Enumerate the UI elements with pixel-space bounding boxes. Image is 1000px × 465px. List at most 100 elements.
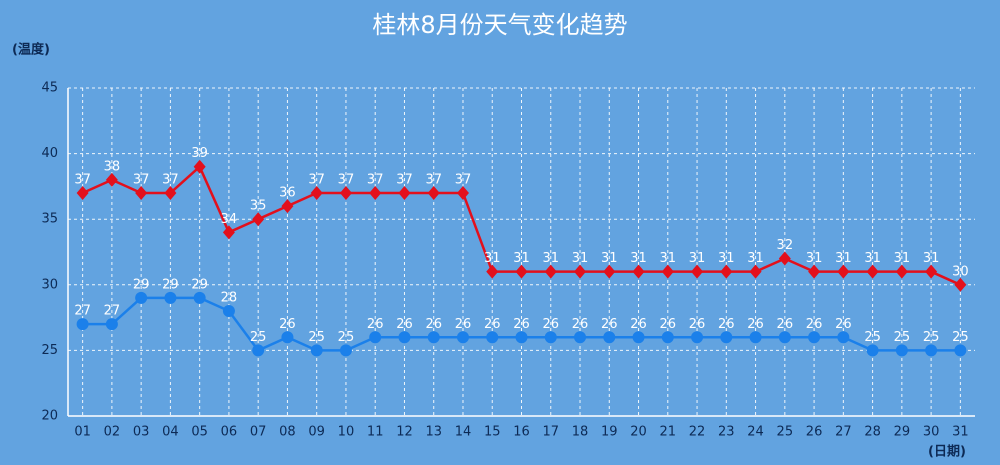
- marker: [339, 185, 352, 200]
- marker: [691, 331, 704, 344]
- data-label: 26: [279, 317, 296, 332]
- data-label: 26: [484, 317, 501, 332]
- x-tick-label: 21: [660, 425, 677, 440]
- data-label: 25: [308, 330, 325, 345]
- data-label: 37: [133, 172, 150, 187]
- data-label: 26: [660, 317, 677, 332]
- data-label: 35: [250, 199, 267, 214]
- marker: [544, 331, 557, 344]
- data-label: 31: [806, 251, 823, 266]
- marker: [281, 331, 294, 344]
- marker: [603, 264, 616, 279]
- marker: [105, 318, 118, 331]
- data-label: 26: [425, 317, 442, 332]
- marker: [661, 264, 674, 279]
- marker: [398, 185, 411, 200]
- x-tick-label: 01: [74, 425, 91, 440]
- marker: [164, 291, 177, 304]
- marker: [808, 331, 821, 344]
- data-label: 31: [660, 251, 677, 266]
- data-label: 25: [952, 330, 969, 345]
- data-label: 26: [777, 317, 794, 332]
- marker: [369, 331, 382, 344]
- data-label: 31: [864, 251, 881, 266]
- marker: [76, 318, 89, 331]
- data-label: 27: [74, 304, 91, 319]
- data-label: 31: [484, 251, 501, 266]
- marker: [515, 264, 528, 279]
- x-tick-label: 08: [279, 425, 296, 440]
- marker: [193, 159, 206, 174]
- marker: [427, 185, 440, 200]
- data-label: 31: [923, 251, 940, 266]
- marker: [486, 331, 499, 344]
- x-tick-label: 31: [952, 425, 969, 440]
- marker: [866, 344, 879, 357]
- x-axis-label: (日期): [928, 445, 966, 460]
- data-label: 31: [747, 251, 764, 266]
- data-label: 37: [455, 172, 472, 187]
- marker: [339, 344, 352, 357]
- marker: [895, 344, 908, 357]
- marker: [925, 264, 938, 279]
- y-tick-label: 35: [41, 212, 58, 227]
- y-tick-label: 25: [41, 343, 58, 358]
- data-label: 37: [74, 172, 91, 187]
- marker: [574, 331, 587, 344]
- marker: [398, 331, 411, 344]
- data-label: 32: [777, 238, 794, 253]
- x-tick-label: 16: [513, 425, 530, 440]
- x-tick-label: 22: [689, 425, 706, 440]
- x-tick-label: 24: [747, 425, 764, 440]
- data-label: 39: [191, 146, 208, 161]
- marker: [749, 264, 762, 279]
- marker: [603, 331, 616, 344]
- data-label: 30: [952, 264, 969, 279]
- data-label: 26: [455, 317, 472, 332]
- y-tick-label: 20: [41, 409, 58, 424]
- marker: [778, 251, 791, 266]
- data-label: 34: [221, 212, 238, 227]
- data-label: 37: [425, 172, 442, 187]
- x-tick-label: 12: [396, 425, 413, 440]
- marker: [456, 185, 469, 200]
- data-label: 31: [894, 251, 911, 266]
- x-tick-label: 06: [221, 425, 238, 440]
- data-label: 28: [221, 291, 238, 306]
- data-label: 31: [630, 251, 647, 266]
- data-label: 37: [308, 172, 325, 187]
- data-label: 27: [104, 304, 121, 319]
- marker: [193, 291, 206, 304]
- data-label: 37: [396, 172, 413, 187]
- marker: [895, 264, 908, 279]
- x-tick-label: 17: [542, 425, 559, 440]
- marker: [135, 185, 148, 200]
- marker: [515, 331, 528, 344]
- data-label: 29: [133, 277, 150, 292]
- data-label: 25: [864, 330, 881, 345]
- data-label: 31: [689, 251, 706, 266]
- data-label: 25: [923, 330, 940, 345]
- data-label: 37: [367, 172, 384, 187]
- x-tick-label: 13: [425, 425, 442, 440]
- x-tick-label: 19: [601, 425, 618, 440]
- x-tick-label: 11: [367, 425, 384, 440]
- y-tick-label: 30: [41, 277, 58, 292]
- data-label: 31: [835, 251, 852, 266]
- marker: [837, 264, 850, 279]
- data-label: 29: [191, 277, 208, 292]
- x-tick-label: 30: [923, 425, 940, 440]
- marker: [135, 291, 148, 304]
- data-label: 36: [279, 186, 296, 201]
- chart-title: 桂林8月份天气变化趋势: [372, 11, 627, 39]
- data-label: 38: [104, 159, 121, 174]
- x-tick-label: 20: [630, 425, 647, 440]
- data-label: 26: [718, 317, 735, 332]
- data-label: 31: [572, 251, 589, 266]
- data-label: 26: [835, 317, 852, 332]
- data-label: 29: [162, 277, 179, 292]
- data-label: 26: [601, 317, 618, 332]
- y-tick-label: 40: [41, 146, 58, 161]
- marker: [427, 331, 440, 344]
